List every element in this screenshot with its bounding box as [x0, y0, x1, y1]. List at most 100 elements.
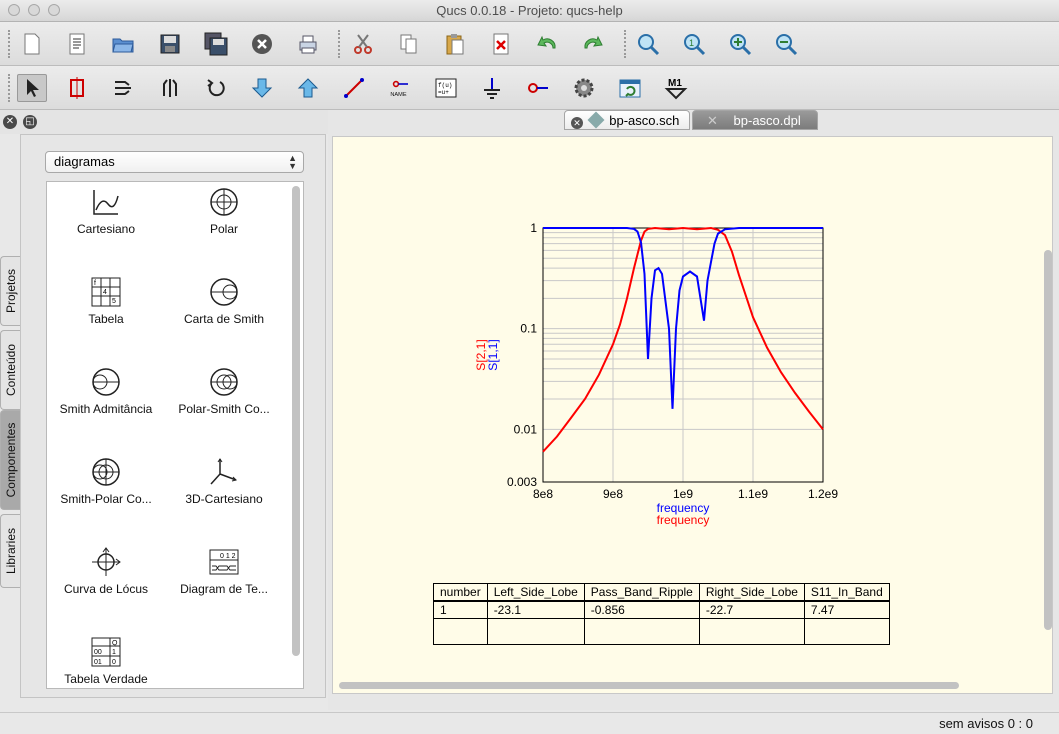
zoom-1-button[interactable]: 1 — [679, 30, 709, 58]
component-polar-smith[interactable]: Polar-Smith Co... — [165, 366, 283, 446]
tab-componentes[interactable]: Componentes — [0, 410, 20, 510]
display-canvas[interactable]: 8e8 9e8 1e9 1.1e9 1.2e9 1 0.1 0.01 0.003 frequenc… — [332, 136, 1053, 694]
port-button[interactable] — [523, 74, 553, 102]
category-dropdown[interactable]: diagramas ▲ ▼ — [45, 151, 304, 173]
close-window-button[interactable] — [8, 4, 20, 16]
zoom-in-button[interactable] — [725, 30, 755, 58]
ground-button[interactable] — [477, 74, 507, 102]
y-tick-label: 0.1 — [520, 322, 537, 336]
component-label: Cartesiano — [76, 222, 136, 236]
zoom-out-button[interactable] — [771, 30, 801, 58]
table-header: Pass_Band_Ripple — [583, 583, 700, 602]
print-button[interactable] — [293, 30, 323, 58]
mirror-x-button[interactable] — [108, 74, 138, 102]
equation-button[interactable]: f(u) =u+ — [431, 74, 461, 102]
component-cartesian[interactable]: Cartesiano — [47, 186, 165, 266]
tab-close-icon[interactable]: ✕ — [571, 117, 583, 129]
tab-close-icon[interactable]: ✕ — [707, 113, 718, 128]
delete-button[interactable] — [486, 30, 516, 58]
tab-projetos[interactable]: Projetos — [0, 256, 20, 326]
equation-icon: f(u)=u+ — [435, 78, 457, 98]
toolbar-grip[interactable] — [624, 30, 628, 58]
vertical-scrollbar[interactable] — [1044, 250, 1052, 630]
new-text-button[interactable] — [62, 30, 92, 58]
component-list-scrollbar[interactable] — [292, 186, 300, 656]
table-icon: f45 — [91, 277, 121, 307]
category-dropdown-value: diagramas — [54, 154, 115, 169]
y-axis-label: S[2,1] — [474, 339, 488, 370]
save-all-icon — [204, 32, 228, 56]
results-table: number Left_Side_Lobe Pass_Band_Ripple R… — [433, 583, 890, 645]
insert-component-button[interactable] — [62, 74, 92, 102]
close-doc-button[interactable] — [247, 30, 277, 58]
timing-diagram-icon: 0 1 2 — [209, 549, 239, 575]
paste-button[interactable] — [440, 30, 470, 58]
component-polar[interactable]: Polar — [165, 186, 283, 266]
component-smith-chart[interactable]: Carta de Smith — [165, 276, 283, 356]
polar-smith-icon — [210, 368, 238, 396]
mirror-y-button[interactable] — [155, 74, 185, 102]
open-button[interactable] — [108, 30, 138, 58]
go-down-button[interactable] — [247, 74, 277, 102]
dock-float-icon[interactable]: ◱ — [23, 115, 37, 129]
horizontal-scrollbar[interactable] — [339, 682, 959, 689]
tab-conteudo[interactable]: Conteúdo — [0, 330, 20, 410]
open-folder-icon — [112, 38, 134, 53]
svg-text:f(u): f(u) — [438, 82, 452, 89]
toolbar-grip[interactable] — [338, 30, 342, 58]
component-locus-curve[interactable]: Curva de Lócus — [47, 546, 165, 626]
redo-button[interactable] — [578, 30, 608, 58]
save-all-button[interactable] — [201, 30, 231, 58]
zoom-window-button[interactable] — [48, 4, 60, 16]
copy-button[interactable] — [394, 30, 424, 58]
view-data-button[interactable] — [615, 74, 645, 102]
cut-button[interactable] — [348, 30, 378, 58]
wire-button[interactable] — [339, 74, 369, 102]
component-label: Polar-Smith Co... — [178, 402, 270, 416]
component-smith-admittance[interactable]: Smith Admitância — [47, 366, 165, 446]
go-up-icon — [297, 78, 319, 98]
component-3d-cartesian[interactable]: 3D-Cartesiano — [165, 456, 283, 536]
marker-button[interactable]: M1 — [661, 74, 691, 102]
series-line-s21 — [542, 226, 824, 453]
simulate-button[interactable] — [569, 74, 599, 102]
component-truth-table[interactable]: Q 00 1 01 0 Tabela Verdade — [47, 636, 165, 716]
table-cell: -0.856 — [583, 600, 700, 619]
toolbar-grip[interactable] — [8, 30, 12, 58]
ground-icon — [484, 78, 500, 99]
save-button[interactable] — [155, 30, 185, 58]
save-icon — [160, 34, 180, 54]
mirror-y-icon — [163, 79, 177, 97]
component-smith-polar[interactable]: Smith-Polar Co... — [47, 456, 165, 536]
cartesian-diagram-icon — [93, 190, 119, 215]
undo-button[interactable] — [532, 30, 562, 58]
component-label: 3D-Cartesiano — [185, 492, 263, 506]
svg-text:Q: Q — [112, 640, 118, 647]
3d-cartesian-icon — [210, 458, 237, 485]
label-button[interactable]: NAME — [385, 74, 415, 102]
redo-icon — [584, 35, 603, 49]
tab-bp-asco-sch[interactable]: ✕ bp-asco.sch — [564, 110, 690, 130]
toolbar-grip[interactable] — [8, 74, 12, 102]
new-file-button[interactable] — [17, 30, 47, 58]
series-line-s11 — [543, 227, 823, 409]
minimize-window-button[interactable] — [28, 4, 40, 16]
go-up-button[interactable] — [293, 74, 323, 102]
select-button[interactable] — [17, 74, 47, 102]
component-timing-diagram[interactable]: 0 1 2 Diagram de Te... — [165, 546, 283, 626]
cut-icon — [354, 34, 372, 54]
label-icon-text: NAME — [390, 92, 406, 98]
locus-curve-icon — [92, 547, 121, 576]
zoom-fit-button[interactable] — [633, 30, 663, 58]
dock-close-icon[interactable]: ✕ — [3, 115, 17, 129]
zoom-out-icon — [776, 34, 798, 56]
tab-bp-asco-dpl[interactable]: ✕ bp-asco.dpl — [692, 110, 818, 130]
svg-text:00: 00 — [94, 649, 102, 656]
tab-libraries[interactable]: Libraries — [0, 514, 20, 588]
schematic-icon — [587, 111, 605, 129]
svg-text:5: 5 — [112, 298, 116, 305]
rotate-icon — [207, 79, 225, 97]
rotate-button[interactable] — [201, 74, 231, 102]
